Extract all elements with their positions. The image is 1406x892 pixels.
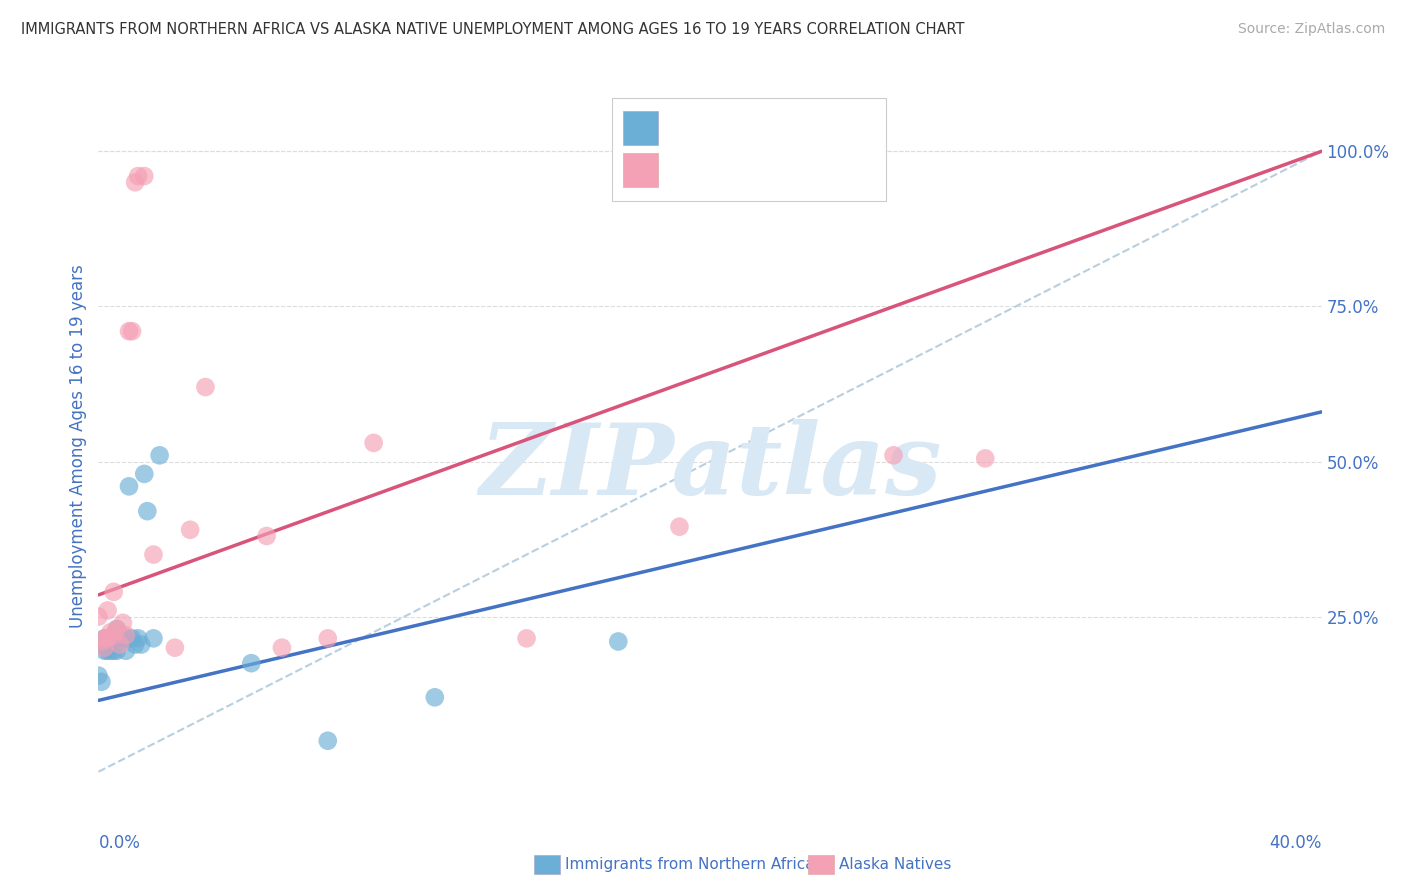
Point	[516, 632, 538, 646]
Point	[316, 733, 339, 747]
Point	[87, 668, 110, 682]
Point	[105, 622, 128, 636]
Point	[115, 632, 138, 646]
Point	[363, 436, 385, 450]
Point	[100, 644, 122, 658]
Point	[118, 324, 141, 338]
Text: Alaska Natives: Alaska Natives	[839, 857, 952, 871]
Text: 0.0%: 0.0%	[98, 834, 141, 852]
Point	[103, 644, 125, 658]
Point	[142, 548, 165, 562]
Point	[134, 169, 156, 183]
Point	[240, 656, 263, 670]
Point	[607, 634, 630, 648]
Point	[93, 644, 115, 658]
Text: 40.0%: 40.0%	[1270, 834, 1322, 852]
Point	[97, 640, 120, 655]
Point	[270, 640, 292, 655]
Point	[90, 674, 112, 689]
Point	[97, 632, 120, 646]
Point	[103, 584, 125, 599]
Point	[87, 609, 110, 624]
Text: Source: ZipAtlas.com: Source: ZipAtlas.com	[1237, 22, 1385, 37]
Point	[118, 479, 141, 493]
Point	[93, 640, 115, 655]
Point	[124, 638, 146, 652]
Point	[111, 615, 134, 630]
Point	[121, 632, 143, 646]
Point	[127, 169, 149, 183]
Point	[100, 625, 122, 640]
Point	[108, 638, 131, 652]
Text: ZIPatlas: ZIPatlas	[479, 419, 941, 516]
Point	[108, 628, 131, 642]
Point	[668, 519, 690, 533]
Point	[121, 324, 143, 338]
Text: R = 0.483: R = 0.483	[668, 118, 775, 137]
Point	[136, 504, 159, 518]
Point	[142, 632, 165, 646]
Point	[118, 632, 141, 646]
Point	[111, 632, 134, 646]
Point	[115, 644, 138, 658]
Point	[105, 644, 128, 658]
Point	[97, 603, 120, 617]
Point	[974, 451, 997, 466]
Point	[93, 632, 115, 646]
Point	[97, 632, 120, 646]
Point	[129, 638, 152, 652]
Point	[423, 690, 446, 705]
Point	[93, 632, 115, 646]
Point	[90, 634, 112, 648]
Text: Immigrants from Northern Africa: Immigrants from Northern Africa	[565, 857, 815, 871]
Point	[316, 632, 339, 646]
Point	[103, 632, 125, 646]
Point	[97, 644, 120, 658]
Point	[194, 380, 217, 394]
Point	[103, 628, 125, 642]
Text: IMMIGRANTS FROM NORTHERN AFRICA VS ALASKA NATIVE UNEMPLOYMENT AMONG AGES 16 TO 1: IMMIGRANTS FROM NORTHERN AFRICA VS ALASK…	[21, 22, 965, 37]
Point	[256, 529, 278, 543]
Point	[179, 523, 201, 537]
Text: N =  31: N = 31	[780, 118, 860, 137]
Point	[883, 448, 905, 462]
Point	[124, 175, 146, 189]
Text: R = 0.524: R = 0.524	[668, 161, 775, 181]
Point	[100, 632, 122, 646]
Text: N = 30: N = 30	[780, 161, 853, 181]
Y-axis label: Unemployment Among Ages 16 to 19 years: Unemployment Among Ages 16 to 19 years	[69, 264, 87, 628]
Point	[163, 640, 186, 655]
Point	[127, 632, 149, 646]
Point	[115, 628, 138, 642]
Point	[105, 622, 128, 636]
Point	[149, 448, 172, 462]
Point	[134, 467, 156, 481]
